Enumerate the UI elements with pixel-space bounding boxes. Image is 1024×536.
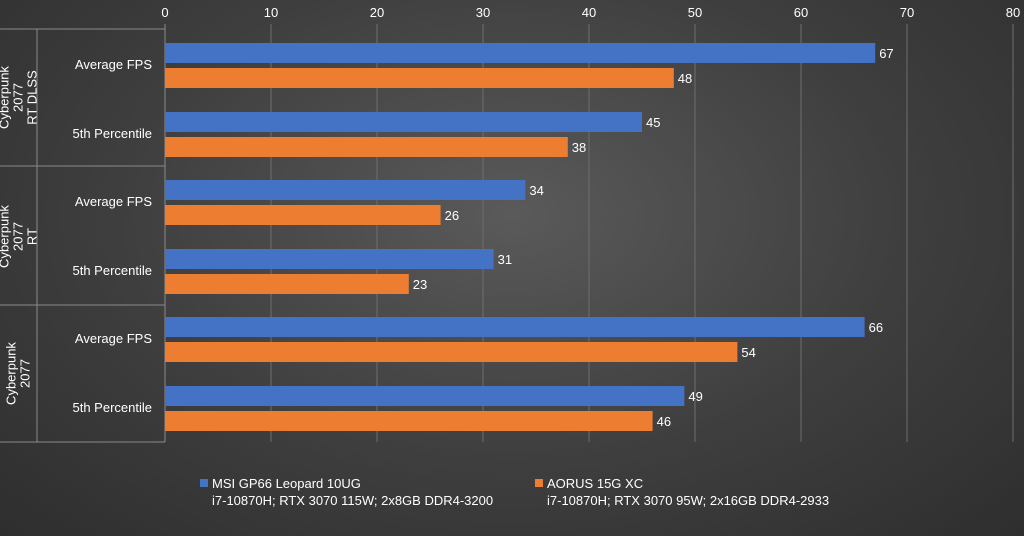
bar-value-label: 45 (646, 115, 660, 130)
legend-item-aorus: AORUS 15G XC i7-10870H; RTX 3070 95W; 2x… (535, 475, 829, 509)
group-label: Cyberpunk (0, 205, 11, 268)
category-label: Average FPS (75, 194, 152, 209)
group-label: RT (24, 228, 39, 245)
legend-label-msi: MSI GP66 Leopard 10UG (212, 476, 361, 491)
group-label: 2077 (17, 359, 32, 388)
bar (165, 249, 494, 269)
legend: MSI GP66 Leopard 10UG i7-10870H; RTX 307… (0, 475, 1024, 535)
legend-label-aorus: AORUS 15G XC (547, 476, 644, 491)
bar (165, 112, 642, 132)
bar-value-label: 67 (879, 46, 893, 61)
category-label: Average FPS (75, 57, 152, 72)
legend-subtitle-msi: i7-10870H; RTX 3070 115W; 2x8GB DDR4-320… (212, 493, 494, 508)
x-tick-label: 30 (476, 5, 490, 20)
bar (165, 137, 568, 157)
bar-value-label: 48 (678, 71, 692, 86)
bar (165, 68, 674, 88)
category-label: 5th Percentile (73, 263, 153, 278)
category-label: 5th Percentile (73, 400, 153, 415)
group-label: 2077 (10, 222, 25, 251)
bar (165, 43, 876, 63)
bar-value-label: 38 (572, 140, 586, 155)
bar (165, 386, 685, 406)
bar-value-label: 46 (657, 414, 671, 429)
bar-value-label: 31 (498, 252, 512, 267)
bar-value-label: 26 (445, 208, 459, 223)
bar (165, 317, 865, 337)
x-tick-label: 80 (1006, 5, 1020, 20)
bar-value-label: 54 (741, 345, 755, 360)
x-tick-label: 10 (264, 5, 278, 20)
x-tick-label: 40 (582, 5, 596, 20)
group-label: Cyberpunk (3, 342, 18, 405)
group-label: Cyberpunk (0, 66, 11, 129)
bar-value-label: 49 (688, 389, 702, 404)
category-label: 5th Percentile (73, 126, 153, 141)
x-tick-label: 50 (688, 5, 702, 20)
bar-value-label: 23 (413, 277, 427, 292)
x-tick-label: 20 (370, 5, 384, 20)
x-tick-label: 70 (900, 5, 914, 20)
bar (165, 411, 653, 431)
bar-value-label: 66 (869, 320, 883, 335)
x-tick-label: 0 (161, 5, 168, 20)
bar (165, 205, 441, 225)
category-label: Average FPS (75, 331, 152, 346)
group-label: 2077 (10, 83, 25, 112)
legend-item-msi: MSI GP66 Leopard 10UG i7-10870H; RTX 307… (200, 475, 493, 509)
bar (165, 180, 526, 200)
bar (165, 342, 738, 362)
legend-swatch-msi (200, 479, 208, 487)
group-label: RT DLSS (24, 70, 39, 125)
legend-swatch-aorus (535, 479, 543, 487)
x-tick-label: 60 (794, 5, 808, 20)
bar (165, 274, 409, 294)
legend-subtitle-aorus: i7-10870H; RTX 3070 95W; 2x16GB DDR4-293… (547, 493, 830, 508)
bar-value-label: 34 (529, 183, 543, 198)
